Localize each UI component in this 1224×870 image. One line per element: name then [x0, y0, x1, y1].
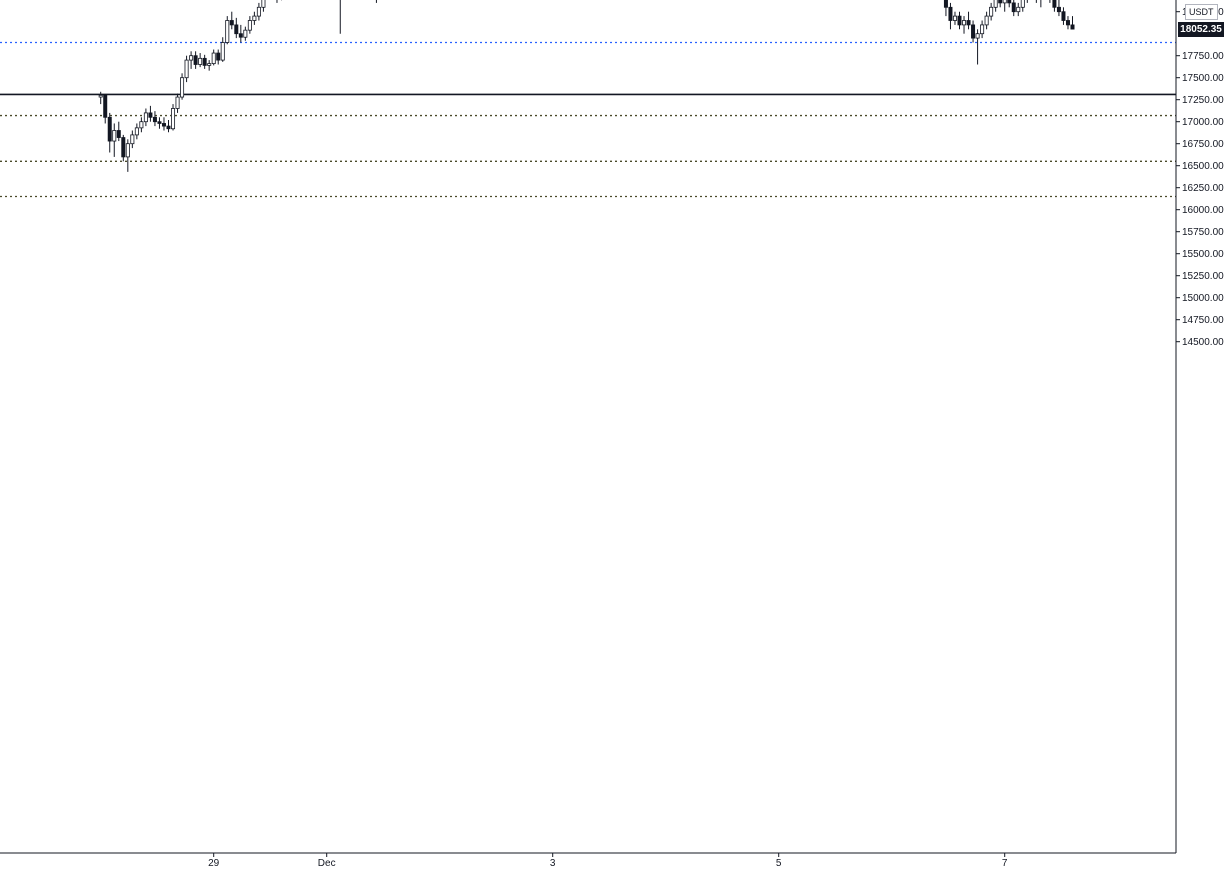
- candle-up: [98, 94, 103, 98]
- candle-down: [121, 137, 126, 158]
- candle-up: [207, 63, 212, 66]
- candles: [98, 0, 1075, 172]
- candle-down: [1011, 2, 1016, 13]
- y-tick-label: 17500.00: [1182, 73, 1224, 84]
- candle-up: [225, 20, 230, 43]
- candle-up: [211, 52, 216, 65]
- candle-up: [198, 57, 203, 65]
- candle-down: [998, 0, 1003, 4]
- candle-up: [984, 15, 989, 26]
- candle-up: [189, 55, 194, 61]
- candle-up: [171, 108, 176, 130]
- y-tick-label: 15000.00: [1182, 293, 1224, 304]
- candle-up: [175, 96, 180, 109]
- y-tick-label: 14500.00: [1182, 337, 1224, 348]
- y-tick-label: 16750.00: [1182, 139, 1224, 150]
- candle-down: [161, 123, 166, 127]
- candle-up: [261, 0, 266, 8]
- y-tick-label: 14750.00: [1182, 315, 1224, 326]
- candle-down: [971, 24, 976, 39]
- y-tick-label: 15750.00: [1182, 227, 1224, 238]
- candle-up: [180, 77, 185, 98]
- candle-up: [139, 121, 144, 129]
- candle-up: [247, 20, 252, 31]
- candle-down: [216, 52, 221, 61]
- candle-up: [184, 59, 189, 79]
- y-tick-label: 15500.00: [1182, 249, 1224, 260]
- candle-down: [166, 125, 171, 130]
- candle-down: [957, 15, 962, 26]
- candle-down: [948, 6, 953, 21]
- candle-up: [993, 0, 998, 8]
- candle-up: [980, 24, 985, 35]
- candle-down: [1052, 0, 1057, 8]
- candle-down: [1007, 0, 1012, 4]
- candle-down: [107, 116, 112, 142]
- horizontal-levels: [0, 41, 1176, 198]
- candle-down: [1061, 11, 1066, 21]
- candle-down: [202, 57, 207, 66]
- candle-down: [157, 121, 162, 124]
- y-tick-label: 17000.00: [1182, 117, 1224, 128]
- candle-down: [229, 20, 234, 26]
- x-tick-label: Dec: [318, 858, 336, 869]
- x-tick-label: 3: [550, 858, 556, 869]
- y-tick-label: 17750.00: [1182, 51, 1224, 62]
- candle-down: [193, 55, 198, 65]
- candle-up: [220, 42, 225, 61]
- candle-up: [962, 20, 967, 26]
- candle-down: [1065, 20, 1070, 26]
- candle-down: [1056, 6, 1061, 13]
- candle-up: [1002, 0, 1007, 4]
- x-tick-label: 7: [1002, 858, 1008, 869]
- y-tick-label: 16500.00: [1182, 161, 1224, 172]
- candle-down: [966, 20, 971, 26]
- currency-badge[interactable]: USDT: [1185, 4, 1218, 20]
- candle-up: [130, 134, 135, 145]
- candle-up: [252, 15, 257, 21]
- candle-down: [116, 130, 121, 138]
- y-tick-label: 16000.00: [1182, 205, 1224, 216]
- candle-up: [975, 33, 980, 39]
- candle-down: [152, 116, 157, 123]
- x-tick-label: 5: [776, 858, 782, 869]
- candle-up: [134, 127, 139, 136]
- candle-down: [238, 33, 243, 38]
- candle-up: [112, 130, 117, 142]
- candle-down: [1070, 24, 1075, 30]
- candle-up: [243, 29, 248, 38]
- y-tick-label: 15250.00: [1182, 271, 1224, 282]
- candle-up: [125, 143, 130, 158]
- candle-up: [1020, 0, 1025, 8]
- candle-up: [952, 15, 957, 21]
- candle-down: [943, 0, 948, 8]
- y-tick-label: 17250.00: [1182, 95, 1224, 106]
- candle-up: [989, 6, 994, 17]
- last-price-badge: 18052.35: [1178, 21, 1224, 37]
- candle-down: [148, 112, 153, 118]
- candle-down: [103, 94, 108, 118]
- y-tick-label: 16250.00: [1182, 183, 1224, 194]
- candle-down: [234, 24, 239, 35]
- x-tick-label: 29: [208, 858, 220, 869]
- candle-up: [1016, 6, 1021, 13]
- candle-up: [256, 6, 261, 17]
- candle-up: [143, 112, 148, 123]
